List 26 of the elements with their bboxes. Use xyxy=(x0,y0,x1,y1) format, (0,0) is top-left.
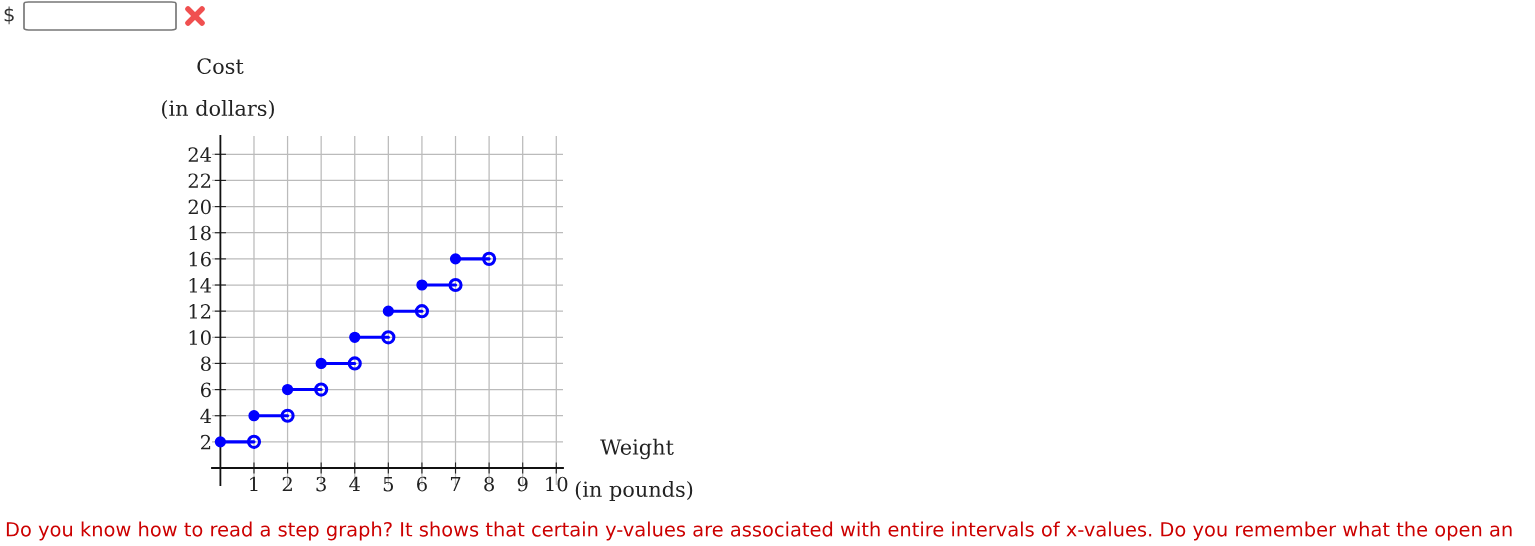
y-tick-label: 16 xyxy=(189,251,211,267)
x-tick-label: 5 xyxy=(383,476,394,492)
text: Cost (in dollars) xyxy=(162,58,274,119)
x-axis-title: Weight (in pounds) xyxy=(575,438,693,502)
y-tick-label: 22 xyxy=(188,173,211,188)
y-tick-label: 14 xyxy=(189,277,212,293)
text: $ xyxy=(4,6,14,25)
x-tick-label: 3 xyxy=(316,476,326,492)
y-tick-label: 8 xyxy=(200,356,211,372)
x-tick-label: 1 xyxy=(250,476,258,492)
x-tick-label: 4 xyxy=(349,476,360,492)
y-tick-label: 12 xyxy=(189,304,211,319)
y-tick-label: 6 xyxy=(200,382,211,398)
x-tick-label: 6 xyxy=(417,476,427,492)
text: Do you know how to read a step graph? It shows that certain y-values are associated with entire intervals of x-values. Do you remember what the open an xyxy=(6,521,1512,541)
x-tick-label: 8 xyxy=(484,476,494,492)
x-tick-label: 2 xyxy=(282,476,292,492)
y-tick-label: 4 xyxy=(200,408,212,424)
x-tick-label: 9 xyxy=(517,476,528,492)
y-tick-label: 20 xyxy=(188,199,211,215)
x-tick-label: 7 xyxy=(450,476,461,492)
y-tick-label: 2 xyxy=(201,434,211,450)
y-tick-label: 18 xyxy=(189,225,211,241)
x-tick-label: 10 xyxy=(546,476,568,492)
y-tick-label: 24 xyxy=(188,147,212,162)
y-tick-label: 10 xyxy=(189,330,211,345)
